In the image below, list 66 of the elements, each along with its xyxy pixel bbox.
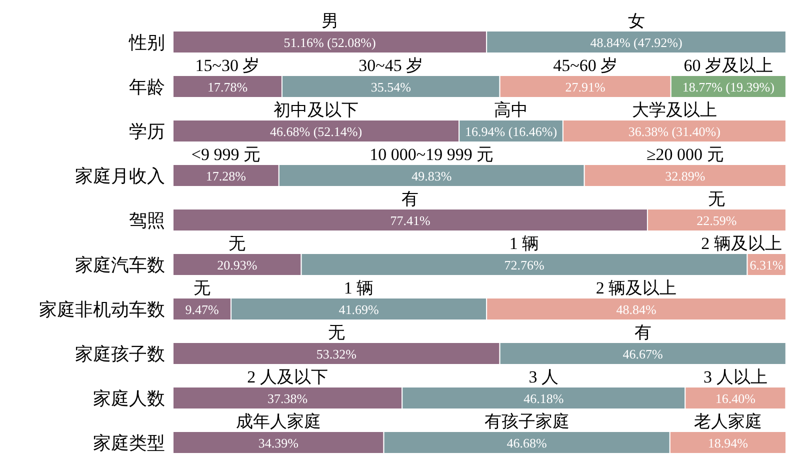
annotation: 1 辆 [344, 278, 374, 298]
annotation: 女 [628, 11, 645, 30]
annotation: 3 人 [528, 367, 559, 386]
annotation: 无 [708, 189, 726, 208]
annotation: 10 000~19 999 元 [370, 144, 494, 164]
y-tick-label: 家庭月收入 [75, 166, 165, 186]
y-tick-label: 家庭孩子数 [75, 344, 165, 364]
annotation: 3 人以上 [704, 367, 768, 386]
annotation: 初中及以下 [274, 100, 359, 120]
annotation: 2 人及以下 [247, 367, 328, 386]
data-label: 77.41% [390, 213, 430, 228]
data-label: 20.93% [217, 258, 258, 272]
data-label: 6.31% [750, 258, 784, 272]
data-label: 72.76% [504, 258, 544, 272]
data-label: 51.16% (52.08%) [284, 35, 376, 50]
annotation: 无 [194, 278, 211, 298]
annotation: 有 [634, 322, 652, 342]
annotation: 1 辆 [509, 234, 540, 253]
data-label: 37.38% [268, 391, 308, 406]
data-label: 17.78% [207, 80, 248, 94]
annotation: 老人家庭 [694, 412, 762, 431]
data-label: 27.91% [565, 80, 606, 94]
annotation: 15~30 岁 [195, 56, 260, 75]
annotation: 有孩子家庭 [484, 412, 570, 431]
y-tick-label: 家庭非机动车数 [39, 300, 165, 320]
y-tick-label: 家庭汽车数 [75, 255, 165, 276]
annotation: 高中 [494, 100, 528, 120]
data-label: 17.28% [206, 168, 246, 184]
data-label: 34.39% [258, 436, 299, 450]
annotation: 2 辆及以上 [701, 234, 782, 253]
y-tick-label: 性别 [128, 32, 165, 53]
y-tick-label: 学历 [129, 122, 165, 142]
annotation: 2 辆及以上 [596, 278, 677, 298]
annotation: 有 [402, 189, 419, 208]
data-label: 46.67% [622, 346, 664, 362]
data-label: 48.84% [616, 302, 656, 317]
annotation: 大学及以上 [632, 100, 717, 120]
data-label: 18.94% [708, 436, 748, 450]
y-tick-label: 家庭类型 [93, 433, 165, 454]
annotation: 男 [321, 11, 338, 30]
data-label: 9.47% [185, 302, 219, 317]
data-label: 35.54% [370, 80, 412, 94]
y-tick-label: 年龄 [129, 77, 165, 98]
data-label: 48.84% (47.92%) [590, 35, 682, 50]
data-label: 36.38% (31.40%) [628, 124, 720, 139]
data-label: 16.94% (16.46%) [464, 124, 558, 139]
data-label: 49.83% [412, 168, 452, 184]
annotation: 45~60 岁 [553, 56, 618, 75]
data-label: 32.89% [665, 168, 706, 184]
annotation: 无 [228, 234, 246, 253]
data-label: 46.68% (52.14%) [270, 124, 362, 139]
data-label: 41.69% [338, 302, 380, 317]
data-label: 53.32% [316, 346, 357, 362]
annotation: <9 999 元 [191, 144, 261, 164]
data-label: 46.18% [524, 391, 564, 406]
annotation: 60 岁及以上 [684, 56, 774, 75]
data-label: 18.77% (19.39%) [682, 80, 774, 94]
data-label: 46.68% [506, 436, 548, 450]
data-label: 22.59% [696, 213, 737, 228]
y-tick-label: 家庭人数 [93, 388, 165, 409]
annotation: ≥20 000 元 [646, 144, 724, 164]
annotation: 30~45 岁 [358, 56, 424, 75]
y-tick-label: 驾照 [129, 210, 165, 231]
annotation: 无 [328, 322, 345, 342]
data-label: 16.40% [715, 391, 756, 406]
annotation: 成年人家庭 [236, 412, 321, 431]
